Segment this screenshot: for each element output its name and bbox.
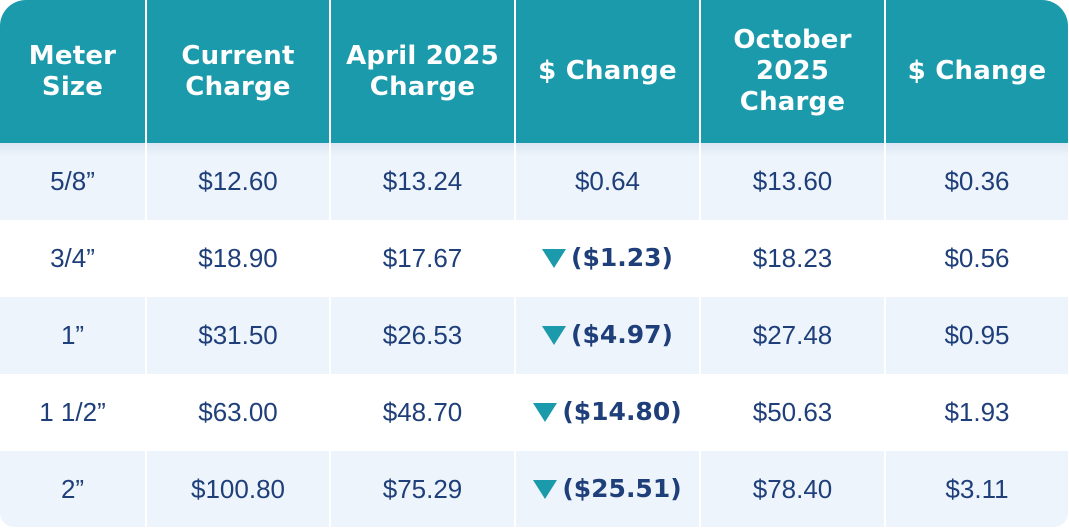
cell-meter-size: 2” (0, 451, 146, 527)
header-october-change: $ Change (884, 0, 1068, 143)
cell-meter-size-value: 2” (60, 474, 85, 504)
cell-april-change: ($4.97) (514, 297, 700, 374)
cell-october-change-value: $3.11 (945, 474, 1009, 504)
cell-october-charge-value: $50.63 (752, 397, 833, 427)
cell-april-charge-value: $26.53 (382, 320, 463, 350)
cell-current-charge-value: $18.90 (198, 243, 278, 273)
decrease-indicator: ($14.80) (533, 396, 682, 426)
cell-october-change-value: $0.36 (944, 166, 1010, 196)
header-october-2025-charge: October 2025 Charge (699, 0, 885, 143)
cell-current-charge-value: $100.80 (191, 474, 285, 504)
cell-april-charge: $17.67 (329, 220, 515, 297)
cell-october-charge-value: $13.60 (752, 166, 833, 196)
cell-april-charge: $26.53 (329, 297, 515, 374)
cell-october-change: $0.95 (884, 297, 1068, 374)
cell-april-charge: $48.70 (329, 374, 515, 451)
header-row: Meter Size Current Charge April 2025 Cha… (0, 0, 1068, 143)
cell-october-charge: $27.48 (699, 297, 885, 374)
header-current-charge: Current Charge (145, 0, 330, 143)
cell-current-charge-value: $12.60 (198, 166, 278, 196)
cell-meter-size-value: 1 1/2” (39, 397, 106, 427)
cell-meter-size-value: 3/4” (50, 243, 95, 273)
cell-october-change-value: $0.95 (944, 320, 1010, 350)
cell-current-charge: $18.90 (145, 220, 330, 297)
cell-april-charge: $75.29 (329, 451, 515, 527)
decrease-indicator: ($1.23) (542, 243, 673, 272)
header-april-charge-line-2: Charge (369, 71, 476, 102)
header-meter-size-line-2: Size (41, 71, 104, 102)
cell-current-charge-value: $63.00 (198, 397, 278, 427)
cell-meter-size: 1” (0, 297, 146, 374)
header-current-charge-line-2: Charge (185, 71, 291, 102)
header-october-change-label: $ Change (907, 56, 1047, 86)
table-row: 5/8” $12.60 $13.24 $0.64 $13.60 $0.36 (0, 143, 1068, 220)
table-row: 2” $100.80 $75.29 ($25.51) $78.40 $3.11 (0, 451, 1068, 527)
triangle-down-icon (533, 479, 558, 499)
cell-april-change-value: $0.64 (574, 166, 641, 196)
cell-october-change: $1.93 (884, 374, 1068, 451)
cell-october-charge: $50.63 (699, 374, 885, 451)
cell-april-change: ($1.23) (514, 220, 700, 297)
cell-april-charge-value: $17.67 (382, 243, 463, 273)
cell-meter-size-value: 5/8” (50, 166, 95, 196)
cell-april-change: ($25.51) (514, 451, 700, 527)
cell-current-charge: $31.50 (145, 297, 330, 374)
cell-october-change: $0.56 (884, 220, 1068, 297)
cell-april-change: $0.64 (514, 143, 700, 220)
header-april-charge-line-1: April 2025 (346, 40, 499, 71)
header-current-charge-line-1: Current (181, 40, 295, 71)
cell-current-charge: $63.00 (145, 374, 330, 451)
cell-meter-size: 5/8” (0, 143, 146, 220)
cell-current-charge: $12.60 (145, 143, 330, 220)
header-april-2025-charge: April 2025 Charge (329, 0, 515, 143)
cell-april-charge: $13.24 (329, 143, 515, 220)
triangle-down-icon (542, 325, 567, 345)
triangle-down-icon (542, 248, 567, 268)
decrease-value: ($1.23) (571, 242, 673, 272)
cell-meter-size-value: 1” (60, 320, 85, 350)
cell-current-charge: $100.80 (145, 451, 330, 527)
triangle-down-icon (533, 402, 558, 422)
cell-meter-size: 3/4” (0, 220, 146, 297)
decrease-value: ($14.80) (562, 396, 682, 426)
decrease-indicator: ($4.97) (542, 320, 673, 349)
cell-october-charge-value: $18.23 (752, 243, 833, 273)
table-row: 1 1/2” $63.00 $48.70 ($14.80) $50.63 $1.93 (0, 374, 1068, 451)
cell-october-change: $0.36 (884, 143, 1068, 220)
table-header: Meter Size Current Charge April 2025 Cha… (0, 0, 1068, 143)
cell-october-charge: $13.60 (699, 143, 885, 220)
header-october-charge-line-2: 2025 (755, 56, 830, 86)
decrease-value: ($4.97) (571, 319, 673, 349)
decrease-value: ($25.51) (562, 473, 682, 503)
header-october-charge-line-3: Charge (739, 87, 846, 117)
cell-april-charge-value: $48.70 (382, 397, 463, 427)
cell-april-change: ($14.80) (514, 374, 700, 451)
table-row: 1” $31.50 $26.53 ($4.97) $27.48 $0.95 (0, 297, 1068, 374)
header-october-charge-line-1: October (733, 25, 852, 55)
header-meter-size-line-1: Meter (28, 40, 117, 71)
header-april-change: $ Change (514, 0, 700, 143)
cell-meter-size: 1 1/2” (0, 374, 146, 451)
cell-october-charge-value: $78.40 (752, 474, 833, 504)
header-meter-size: Meter Size (0, 0, 146, 143)
cell-april-charge-value: $75.29 (382, 474, 463, 504)
cell-april-charge-value: $13.24 (382, 166, 463, 196)
cell-october-change-value: $0.56 (944, 243, 1010, 273)
cell-october-charge-value: $27.48 (752, 320, 833, 350)
cell-october-change: $3.11 (884, 451, 1068, 527)
cell-october-charge: $78.40 (699, 451, 885, 527)
decrease-indicator: ($25.51) (533, 473, 682, 503)
cell-current-charge-value: $31.50 (198, 320, 278, 350)
cell-october-change-value: $1.93 (944, 397, 1010, 427)
table-row: 3/4” $18.90 $17.67 ($1.23) $18.23 $0.56 (0, 220, 1068, 297)
header-april-change-label: $ Change (538, 56, 677, 86)
table-body: 5/8” $12.60 $13.24 $0.64 $13.60 $0.36 3/4” $18.… (0, 143, 1068, 527)
cell-october-charge: $18.23 (699, 220, 885, 297)
